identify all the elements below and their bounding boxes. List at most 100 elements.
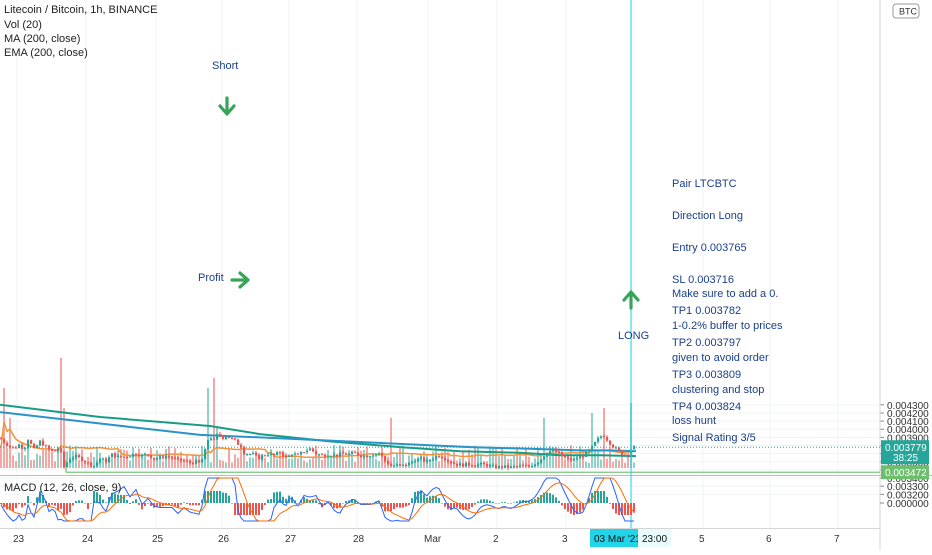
candle-body xyxy=(540,459,543,463)
volume-bar xyxy=(159,453,161,468)
volume-bar xyxy=(126,450,128,468)
macd-histogram-bar xyxy=(240,503,242,515)
volume-bar xyxy=(567,453,569,468)
macd-histogram-bar xyxy=(141,503,143,510)
candle-body xyxy=(162,456,165,459)
candle-body xyxy=(363,455,366,457)
macd-histogram-bar xyxy=(276,491,278,503)
candle-body xyxy=(318,454,321,456)
volume-bar xyxy=(357,447,359,468)
x-tick-label: 23 xyxy=(13,534,25,545)
volume-bar xyxy=(210,462,212,468)
note-line: 1-0.2% buffer to prices xyxy=(672,319,783,332)
volume-bar xyxy=(0,445,2,468)
macd-histogram-bar xyxy=(129,503,131,504)
macd-histogram-bar xyxy=(564,503,566,510)
candle-body xyxy=(282,452,285,457)
candle-body xyxy=(84,460,87,463)
volume-bar xyxy=(129,460,131,468)
macd-histogram-bar xyxy=(552,494,554,503)
macd-histogram-bar xyxy=(168,503,170,505)
volume-bar xyxy=(525,449,527,468)
macd-histogram-bar xyxy=(255,503,257,515)
macd-histogram-bar xyxy=(105,502,107,503)
candle-body xyxy=(537,462,540,465)
macd-histogram-bar xyxy=(606,496,608,503)
candle-body xyxy=(564,456,567,458)
macd-histogram-bar xyxy=(42,494,44,503)
volume-bar xyxy=(141,455,143,468)
macd-histogram-bar xyxy=(201,499,203,503)
macd-histogram-bar xyxy=(306,498,308,503)
volume-bar xyxy=(111,457,113,468)
macd-histogram-bar xyxy=(174,503,176,507)
volume-bar xyxy=(273,454,275,468)
candle-body xyxy=(237,439,240,445)
y-tick-label: 0.003400 xyxy=(887,474,929,485)
candle-body xyxy=(357,452,360,456)
macd-histogram-bar xyxy=(117,494,119,503)
macd-histogram-bar xyxy=(402,503,404,508)
macd-histogram-bar xyxy=(591,492,593,503)
volume-bar xyxy=(414,458,416,468)
cursor-time-badge xyxy=(638,529,671,547)
macd-histogram-bar xyxy=(183,502,185,503)
macd-histogram-bar xyxy=(63,503,65,515)
volume-bar xyxy=(219,459,221,468)
macd-histogram-bar xyxy=(633,503,635,513)
macd-histogram-bar xyxy=(546,492,548,503)
volume-bar xyxy=(135,453,137,468)
candle-body xyxy=(423,457,426,462)
macd-histogram-bar xyxy=(363,503,365,504)
candle-body xyxy=(198,460,201,463)
candle-body xyxy=(213,438,216,440)
candle-body xyxy=(144,454,147,456)
volume-bar xyxy=(162,461,164,468)
volume-bar xyxy=(489,446,491,468)
volume-bar xyxy=(588,462,590,468)
volume-bar xyxy=(582,451,584,468)
macd-histogram-bar xyxy=(195,503,197,506)
candle-body xyxy=(243,446,246,455)
candle-body xyxy=(126,456,129,458)
volume-bar xyxy=(558,448,560,468)
candle-body xyxy=(402,464,405,466)
volume-bar xyxy=(510,458,512,468)
macd-histogram-bar xyxy=(549,493,551,503)
macd-histogram-bar xyxy=(543,492,545,503)
volume-bar xyxy=(537,447,539,468)
candle-body xyxy=(45,445,48,447)
volume-bar xyxy=(18,452,20,468)
volume-bar xyxy=(354,461,356,468)
candle-body xyxy=(588,449,591,452)
y-tick-label: 0.004100 xyxy=(887,417,929,428)
volume-bar xyxy=(153,457,155,468)
volume-bar xyxy=(117,450,119,468)
macd-histogram-bar xyxy=(432,495,434,503)
ma-200-line xyxy=(0,403,637,458)
x-tick-label: 28 xyxy=(353,534,365,545)
candle-body xyxy=(240,444,243,447)
candle-body xyxy=(381,453,384,456)
x-tick-label: Mar xyxy=(424,534,442,545)
candle-body xyxy=(54,450,57,452)
currency-badge xyxy=(892,3,920,19)
volume-bar xyxy=(621,453,623,468)
macd-histogram-bar xyxy=(390,503,392,512)
macd-histogram-bar xyxy=(33,503,35,506)
x-tick-label: 27 xyxy=(285,534,297,545)
volume-bar xyxy=(555,446,557,468)
candle-body xyxy=(129,456,132,458)
candle-body xyxy=(417,458,420,462)
candle-body xyxy=(369,456,372,458)
macd-histogram-bar xyxy=(114,493,116,503)
macd-histogram-bar xyxy=(468,503,470,510)
candle-body xyxy=(12,446,15,448)
macd-histogram-bar xyxy=(48,503,50,507)
volume-bar xyxy=(54,461,56,468)
macd-histogram-bar xyxy=(411,498,413,503)
x-tick-label: 2 xyxy=(493,534,499,545)
macd-histogram-bar xyxy=(498,503,500,504)
macd-histogram-bar xyxy=(198,503,200,506)
